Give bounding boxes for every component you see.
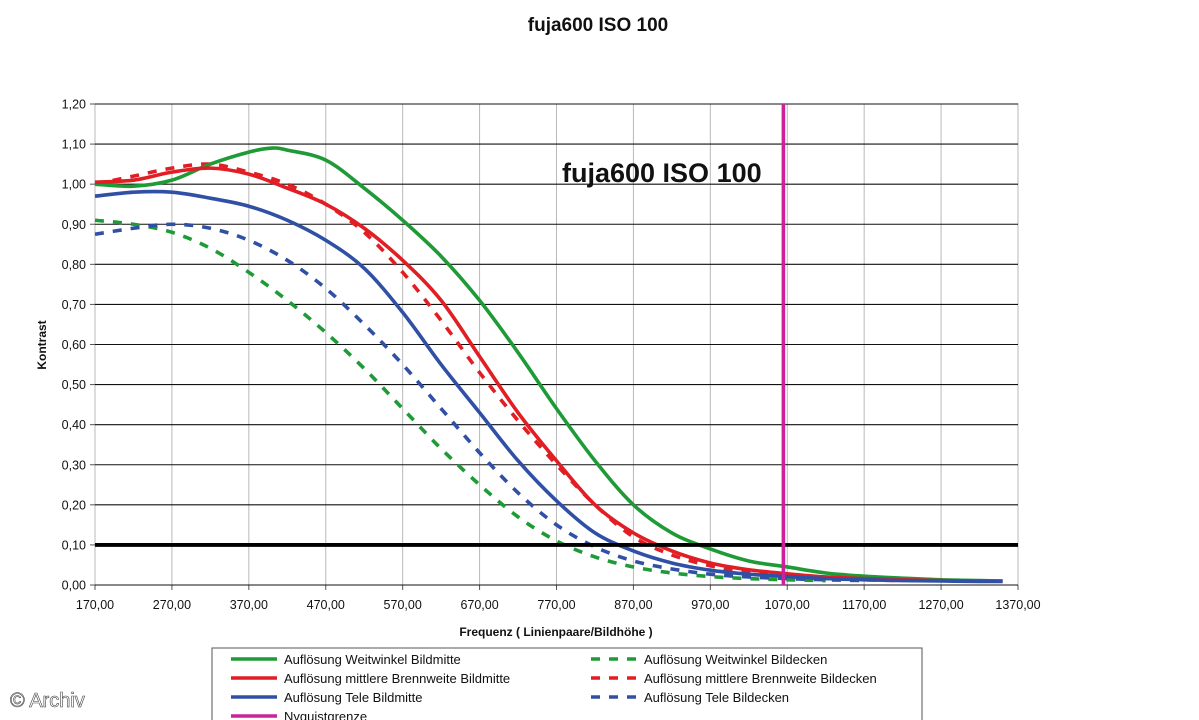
chart-annotation: fuja600 ISO 100 bbox=[562, 158, 762, 188]
legend-label: Auflösung mittlere Brennweite Bildecken bbox=[644, 671, 877, 686]
y-tick-label: 0,60 bbox=[62, 338, 86, 352]
y-tick-label: 0,00 bbox=[62, 579, 86, 593]
y-tick-label: 0,70 bbox=[62, 298, 86, 312]
x-tick-label: 470,00 bbox=[307, 598, 345, 612]
legend-label: Auflösung Tele Bildecken bbox=[644, 690, 789, 705]
series-line-3 bbox=[94, 189, 1003, 584]
legend-box bbox=[211, 647, 923, 720]
y-tick-label: 0,10 bbox=[62, 538, 86, 552]
x-tick-label: 970,00 bbox=[691, 598, 729, 612]
legend-label: Auflösung Tele Bildmitte bbox=[284, 690, 423, 705]
x-tick-label: 1070,00 bbox=[765, 598, 810, 612]
copyright-text: © Archiv bbox=[10, 690, 85, 712]
y-tick-label: 0,90 bbox=[62, 218, 86, 232]
x-tick-labels: 170,00 270,00 370,00 470,00 570,00 670,00 770,… bbox=[76, 598, 1041, 612]
chart-title: fuja600 ISO 100 bbox=[528, 15, 668, 36]
y-axis-label: Kontrast bbox=[35, 320, 49, 369]
y-tick-label: 0,40 bbox=[62, 418, 86, 432]
y-tick-label: 1,10 bbox=[62, 138, 86, 152]
x-tick-label: 1370,00 bbox=[995, 598, 1040, 612]
y-tick-label: 0,30 bbox=[62, 458, 86, 472]
x-tick-label: 870,00 bbox=[614, 598, 652, 612]
series-line-4 bbox=[94, 218, 826, 583]
legend: Auflösung Weitwinkel Bildmitte Auflösung … bbox=[231, 652, 877, 720]
reference-lines bbox=[95, 104, 1018, 585]
x-tick-label: 1170,00 bbox=[842, 598, 886, 612]
y-tick-label: 1,20 bbox=[62, 98, 86, 112]
y-tick-labels: 0,00 0,10 0,20 0,30 0,40 0,50 0,60 0,70 0,80 0,90… bbox=[62, 98, 86, 593]
x-tick-label: 370,00 bbox=[230, 598, 268, 612]
y-tick-label: 1,00 bbox=[62, 178, 86, 192]
series-line-6 bbox=[94, 222, 865, 583]
x-tick-label: 270,00 bbox=[153, 598, 191, 612]
legend-label: Auflösung Weitwinkel Bildmitte bbox=[284, 652, 461, 667]
y-tick-label: 0,20 bbox=[62, 498, 86, 512]
series-line-1 bbox=[94, 146, 1003, 583]
x-tick-label: 170,00 bbox=[76, 598, 114, 612]
x-tick-label: 1270,00 bbox=[918, 598, 963, 612]
x-tick-label: 770,00 bbox=[537, 598, 575, 612]
legend-label: Auflösung mittlere Brennweite Bildmitte bbox=[284, 671, 510, 686]
y-tick-label: 0,50 bbox=[62, 378, 86, 392]
legend-label: Auflösung Weitwinkel Bildecken bbox=[644, 652, 827, 667]
legend-label: Nyquistgrenze bbox=[284, 709, 367, 720]
x-tick-label: 670,00 bbox=[460, 598, 498, 612]
x-tick-label: 570,00 bbox=[384, 598, 422, 612]
x-axis-label: Frequenz ( Linienpaare/Bildhöhe ) bbox=[459, 625, 652, 639]
y-tick-label: 0,80 bbox=[62, 258, 86, 272]
series-layer bbox=[94, 146, 1003, 584]
